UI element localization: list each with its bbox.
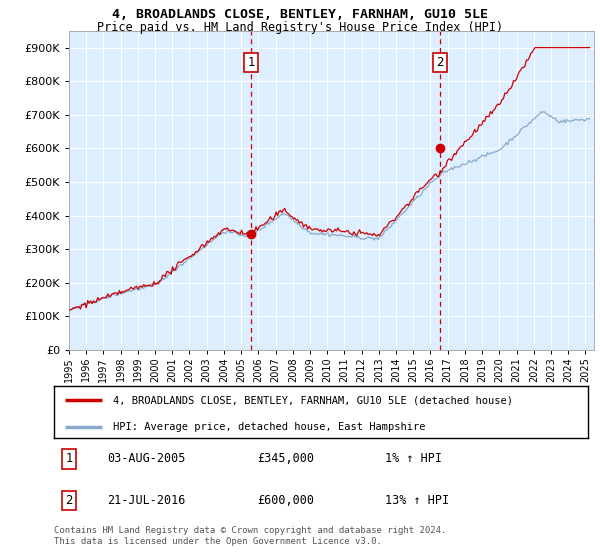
Text: 2: 2 <box>65 494 73 507</box>
Text: 1: 1 <box>65 452 73 465</box>
Text: 2: 2 <box>436 56 443 69</box>
Text: £600,000: £600,000 <box>257 494 314 507</box>
Text: Contains HM Land Registry data © Crown copyright and database right 2024.
This d: Contains HM Land Registry data © Crown c… <box>54 526 446 546</box>
Text: 1% ↑ HPI: 1% ↑ HPI <box>385 452 442 465</box>
Text: 1: 1 <box>247 56 255 69</box>
Text: 21-JUL-2016: 21-JUL-2016 <box>107 494 186 507</box>
Text: 13% ↑ HPI: 13% ↑ HPI <box>385 494 449 507</box>
Text: 03-AUG-2005: 03-AUG-2005 <box>107 452 186 465</box>
Text: 4, BROADLANDS CLOSE, BENTLEY, FARNHAM, GU10 5LE: 4, BROADLANDS CLOSE, BENTLEY, FARNHAM, G… <box>112 8 488 21</box>
Text: 4, BROADLANDS CLOSE, BENTLEY, FARNHAM, GU10 5LE (detached house): 4, BROADLANDS CLOSE, BENTLEY, FARNHAM, G… <box>113 395 513 405</box>
Text: £345,000: £345,000 <box>257 452 314 465</box>
Text: Price paid vs. HM Land Registry's House Price Index (HPI): Price paid vs. HM Land Registry's House … <box>97 21 503 34</box>
Text: HPI: Average price, detached house, East Hampshire: HPI: Average price, detached house, East… <box>113 422 425 432</box>
